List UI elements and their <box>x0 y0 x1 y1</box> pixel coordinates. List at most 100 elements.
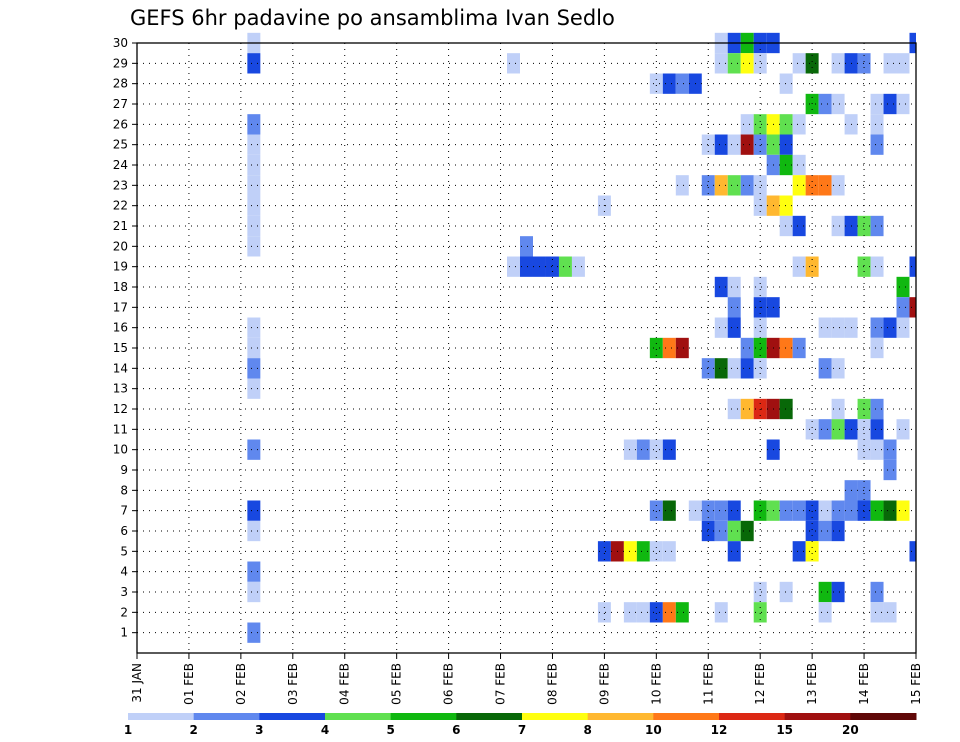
x-tick-label: 10 FEB <box>649 663 663 705</box>
y-tick-label: 5 <box>120 544 128 558</box>
heatmap-cell <box>831 520 845 542</box>
y-tick-label: 28 <box>113 77 128 91</box>
heatmap-cell <box>779 134 793 155</box>
heatmap-cell <box>545 256 559 277</box>
heatmap-cell <box>740 398 754 420</box>
heatmap-cell <box>714 276 728 298</box>
x-tick-label: 07 FEB <box>494 663 508 705</box>
y-tick-label: 4 <box>120 565 128 579</box>
heatmap-cell <box>792 337 806 359</box>
heatmap-cell <box>818 581 832 603</box>
heatmap-cell <box>805 53 819 74</box>
heatmap-cell <box>727 500 741 521</box>
y-tick-label: 7 <box>120 504 128 518</box>
heatmap-cell <box>649 439 663 460</box>
heatmap-cell <box>779 581 793 603</box>
y-tick-label: 2 <box>120 605 128 619</box>
y-tick-label: 12 <box>113 402 128 416</box>
heatmap-cell <box>831 358 845 379</box>
x-tick-label: 31 JAN <box>130 663 144 703</box>
heatmap-cell <box>649 541 663 562</box>
heatmap-cell <box>247 581 261 603</box>
heatmap-cell <box>792 215 806 237</box>
y-tick-label: 18 <box>113 280 128 294</box>
heatmap-cell <box>727 175 741 196</box>
heatmap-cell <box>714 175 728 196</box>
x-tick-label: 14 FEB <box>857 663 871 705</box>
heatmap-cell <box>753 317 767 338</box>
x-tick-label: 15 FEB <box>909 663 923 705</box>
x-tick-label: 08 FEB <box>545 663 559 705</box>
heatmap-cell <box>753 175 767 196</box>
heatmap-cell <box>896 53 910 74</box>
heatmap-cell <box>558 256 572 277</box>
heatmap-cell <box>883 602 897 623</box>
chart-title: GEFS 6hr padavine po ansamblima Ivan Sed… <box>130 6 615 30</box>
heatmap-cell <box>247 53 261 74</box>
heatmap-cell <box>649 73 663 94</box>
heatmap-cell <box>675 602 689 623</box>
heatmap-cell <box>805 419 819 440</box>
heatmap-cell <box>870 114 884 135</box>
heatmap-cell <box>870 256 884 277</box>
heatmap-cell <box>870 419 884 440</box>
heatmap-cell <box>857 500 871 521</box>
heatmap-cell <box>857 480 871 501</box>
heatmap-cell <box>714 53 728 74</box>
heatmap-cell <box>818 602 832 623</box>
heatmap-cell <box>740 175 754 196</box>
x-axis-ticks: 31 JAN 01 FEB 02 FEB 03 FEB 04 FEB 05 FEB 06 F… <box>130 653 923 705</box>
heatmap-cell <box>779 215 793 237</box>
heatmap-cell <box>779 195 793 216</box>
colorbar-segment <box>850 713 917 720</box>
heatmap-cell <box>857 215 871 237</box>
heatmap-cell <box>870 439 884 460</box>
heatmap-cell <box>662 337 676 359</box>
heatmap-cell <box>247 378 261 399</box>
y-tick-label: 6 <box>120 524 128 538</box>
heatmap-cell <box>818 419 832 440</box>
y-axis-ticks: 1234567891011121314151617181920212223242… <box>113 36 137 640</box>
heatmap-cell <box>247 154 261 176</box>
heatmap-cell <box>870 134 884 155</box>
colorbar-label: 3 <box>255 723 263 737</box>
colorbar-segment <box>587 713 654 720</box>
y-tick-label: 25 <box>113 138 128 152</box>
y-tick-label: 27 <box>113 97 128 111</box>
heatmap-cell <box>571 256 585 277</box>
y-tick-label: 9 <box>120 463 128 477</box>
colorbar-label: 12 <box>711 723 728 737</box>
y-tick-label: 10 <box>113 443 128 457</box>
heatmap-cell <box>675 337 689 359</box>
heatmap-cell <box>623 602 637 623</box>
y-tick-label: 29 <box>113 56 128 70</box>
heatmap-cell <box>662 602 676 623</box>
y-tick-label: 20 <box>113 239 128 253</box>
colorbar-label: 2 <box>189 723 197 737</box>
heatmap-cell <box>662 73 676 94</box>
heatmap-cell <box>883 317 897 338</box>
colorbar-segment <box>325 713 392 720</box>
colorbar-label: 4 <box>321 723 329 737</box>
heatmap-cell <box>753 337 767 359</box>
heatmap-cell <box>792 500 806 521</box>
colorbar-label: 8 <box>583 723 591 737</box>
heatmap-cell <box>831 419 845 440</box>
y-tick-label: 11 <box>113 422 128 436</box>
heatmap-cell <box>896 317 910 338</box>
heatmap-cell <box>753 500 767 521</box>
heatmap-cell <box>818 93 832 115</box>
heatmap-cell <box>727 541 741 562</box>
heatmap-cell <box>753 581 767 603</box>
x-tick-label: 13 FEB <box>805 663 819 705</box>
colorbar: 1 2 3 4 5 6 7 8 10 12 15 20 <box>124 713 917 737</box>
heatmap-cell <box>247 439 261 460</box>
heatmap-cell <box>740 53 754 74</box>
heatmap-cell <box>701 500 715 521</box>
colorbar-segment <box>522 713 589 720</box>
heatmap-cell <box>247 500 261 521</box>
x-tick-label: 06 FEB <box>442 663 456 705</box>
heatmap-cell <box>623 541 637 562</box>
heatmap-cell <box>636 602 650 623</box>
heatmap-cell <box>818 317 832 338</box>
